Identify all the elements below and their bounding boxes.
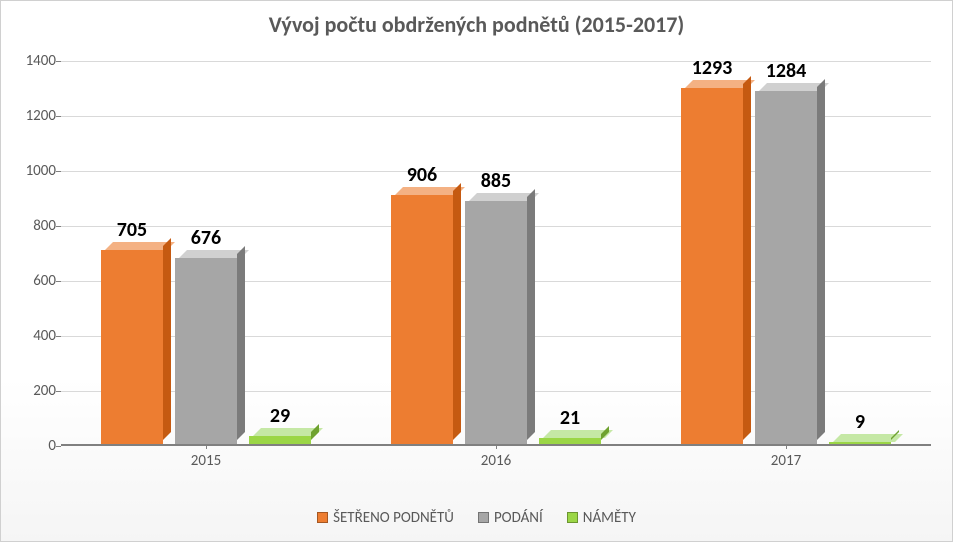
ytick-mark — [56, 391, 61, 392]
bar-value-label: 1293 — [681, 56, 743, 80]
ytick-label: 0 — [11, 437, 56, 455]
ytick-mark — [56, 446, 61, 447]
bar-side — [163, 238, 171, 440]
bar-face — [101, 250, 163, 444]
xtick-mark — [206, 444, 207, 449]
bar: 21 — [539, 438, 601, 444]
plot-area: 0200400600800100012001400201570567629201… — [61, 61, 931, 446]
bar-face — [681, 88, 743, 444]
legend-item: PODÁNÍ — [478, 509, 543, 527]
bar-face — [465, 201, 527, 444]
legend-swatch — [317, 512, 328, 523]
bar-face — [539, 438, 601, 444]
xtick-label: 2016 — [351, 452, 641, 470]
bar-side — [453, 183, 461, 440]
ytick-label: 1200 — [11, 107, 56, 125]
bar-face — [755, 91, 817, 444]
bar-value-label: 1284 — [755, 59, 817, 83]
bar-side — [817, 79, 825, 440]
ytick-label: 1400 — [11, 52, 56, 70]
ytick-mark — [56, 226, 61, 227]
xtick-label: 2015 — [61, 452, 351, 470]
ytick-label: 800 — [11, 217, 56, 235]
bar-face — [249, 436, 311, 444]
bar-value-label: 21 — [539, 406, 601, 430]
bar-value-label: 705 — [101, 218, 163, 242]
xtick-mark — [786, 444, 787, 449]
ytick-mark — [56, 61, 61, 62]
ytick-label: 400 — [11, 327, 56, 345]
bar-value-label: 676 — [175, 226, 237, 250]
legend-label: NÁMĚTY — [583, 509, 636, 527]
bar-value-label: 885 — [465, 169, 527, 193]
chart-title: Vývoj počtu obdržených podnětů (2015-201… — [1, 1, 952, 38]
legend-item: ŠETŘENO PODNĚTŮ — [317, 509, 454, 527]
ytick-mark — [56, 116, 61, 117]
ytick-mark — [56, 281, 61, 282]
bar-side — [311, 424, 319, 440]
bar-side — [237, 246, 245, 440]
bar: 906 — [391, 195, 453, 444]
bar: 9 — [829, 442, 891, 444]
bar: 1293 — [681, 88, 743, 444]
bar-value-label: 9 — [829, 410, 891, 434]
bar-face — [175, 258, 237, 444]
bar: 885 — [465, 201, 527, 444]
bar-side — [527, 189, 535, 440]
bar-value-label: 29 — [249, 404, 311, 428]
ytick-mark — [56, 336, 61, 337]
legend: ŠETŘENO PODNĚTŮ PODÁNÍ NÁMĚTY — [1, 509, 952, 527]
legend-label: PODÁNÍ — [494, 509, 543, 527]
bar: 1284 — [755, 91, 817, 444]
bar: 705 — [101, 250, 163, 444]
bar-face — [391, 195, 453, 444]
bar: 29 — [249, 436, 311, 444]
bar-value-label: 906 — [391, 163, 453, 187]
legend-item: NÁMĚTY — [567, 509, 636, 527]
legend-swatch — [567, 512, 578, 523]
xtick-mark — [496, 444, 497, 449]
ytick-label: 200 — [11, 382, 56, 400]
xtick-label: 2017 — [641, 452, 931, 470]
legend-swatch — [478, 512, 489, 523]
ytick-mark — [56, 171, 61, 172]
chart-container: Vývoj počtu obdržených podnětů (2015-201… — [0, 0, 953, 542]
bar: 676 — [175, 258, 237, 444]
ytick-label: 600 — [11, 272, 56, 290]
bar-side — [743, 76, 751, 440]
legend-label: ŠETŘENO PODNĚTŮ — [333, 509, 454, 527]
ytick-label: 1000 — [11, 162, 56, 180]
